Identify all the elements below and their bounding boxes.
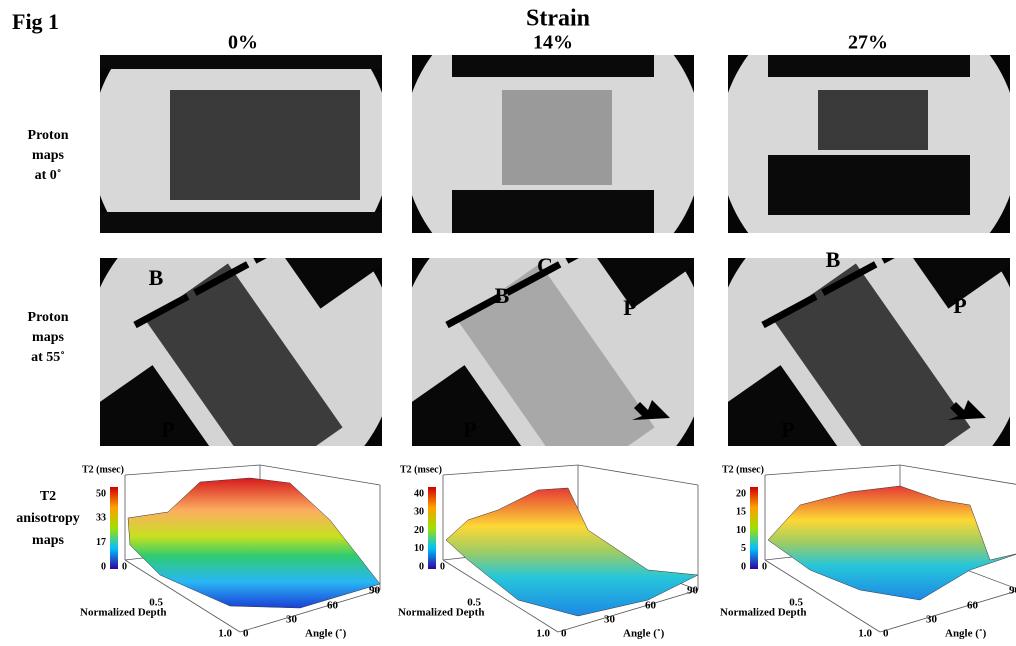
depth-tick: 0.5	[789, 597, 803, 609]
row-label: Proton	[28, 128, 69, 143]
row-label: maps	[32, 533, 64, 548]
angle-tick: 90	[687, 585, 699, 597]
plot-frame	[900, 465, 1016, 485]
panel-annotation: B	[495, 283, 510, 308]
panel-annotation: P	[161, 417, 174, 442]
angle-tick: 0	[243, 628, 249, 640]
plot-frame	[443, 465, 578, 475]
colorbar-tick: 50	[96, 488, 106, 499]
panel-annotation: B	[149, 265, 164, 290]
angle-tick: 60	[645, 600, 657, 612]
colorbar-tick: 20	[736, 488, 746, 499]
panels: 0% 14% 27% Proton maps at 0˚ Proton maps at 55˚ T…	[16, 0, 1016, 646]
panel-annotation: P	[781, 417, 794, 442]
colorbar-tick: 5	[741, 543, 746, 554]
colorbar-tick: 30	[414, 507, 424, 518]
colorbar-tick: 17	[96, 537, 106, 548]
angle-tick: 90	[369, 585, 381, 597]
colorbar-tick: 33	[96, 513, 106, 524]
surface	[768, 486, 1016, 600]
colorbar-tick: 20	[414, 525, 424, 536]
tissue	[170, 90, 360, 200]
depth-tick: 1.0	[218, 628, 232, 640]
colorbar	[110, 487, 118, 569]
row-label: maps	[32, 148, 64, 163]
angle-tick: 60	[967, 600, 979, 612]
depth-tick: 1.0	[858, 628, 872, 640]
z-axis-label: T2 (msec)	[722, 464, 764, 475]
surface	[128, 478, 380, 608]
angle-tick: 0	[883, 628, 889, 640]
panel-annotation: P	[953, 293, 966, 318]
figure-label: Fig 1	[12, 9, 59, 34]
column-header: 27%	[848, 32, 888, 54]
z-tick: 0	[440, 561, 445, 572]
tissue	[818, 90, 928, 150]
colorbar	[428, 487, 436, 569]
angle-tick: 0	[561, 628, 567, 640]
z-tick: 0	[122, 561, 127, 572]
depth-tick: 0.5	[467, 597, 481, 609]
angle-label: Angle (˚)	[305, 628, 347, 640]
row-label: at 0˚	[35, 168, 62, 183]
tissue	[502, 90, 612, 185]
plug-top	[768, 55, 970, 77]
colorbar-tick: 0	[741, 561, 746, 572]
page: Fig 1 Strain 0% 14% 27% Proton maps at 0˚ Prot…	[0, 0, 1016, 646]
plug-top	[100, 55, 382, 69]
plot-frame	[578, 465, 698, 485]
colorbar-tick: 10	[736, 525, 746, 536]
row-label: Proton	[28, 310, 69, 325]
angle-label: Angle (˚)	[623, 628, 665, 640]
plug-top	[452, 55, 654, 77]
row-label: maps	[32, 330, 64, 345]
depth-tick: 1.0	[536, 628, 550, 640]
colorbar-tick: 15	[736, 507, 746, 518]
plot-frame	[765, 465, 900, 475]
z-axis-label: T2 (msec)	[400, 464, 442, 475]
panel-annotation: P	[463, 417, 476, 442]
surface	[446, 488, 698, 616]
colorbar-tick: 0	[419, 561, 424, 572]
angle-tick: 30	[604, 614, 616, 626]
row-label: anisotropy	[16, 511, 80, 526]
plug-bottom	[768, 155, 970, 215]
figure: Fig 1 Strain 0% 14% 27% Proton maps at 0˚ Prot…	[0, 0, 1016, 646]
row-label: T2	[40, 489, 56, 504]
angle-tick: 30	[926, 614, 938, 626]
column-header: 0%	[228, 32, 258, 54]
depth-tick: 0.5	[149, 597, 163, 609]
plug-bottom	[452, 190, 654, 250]
colorbar-tick: 0	[101, 561, 106, 572]
column-header: 14%	[533, 32, 573, 54]
z-tick: 0	[762, 561, 767, 572]
colorbar-tick: 40	[414, 488, 424, 499]
colorbar-tick: 10	[414, 543, 424, 554]
row-label: at 55˚	[31, 350, 65, 365]
angle-tick: 90	[1009, 585, 1016, 597]
panel-annotation: B	[826, 247, 841, 272]
plot-frame	[125, 465, 260, 475]
angle-label: Angle (˚)	[945, 628, 987, 640]
panel-annotation: P	[623, 295, 636, 320]
angle-tick: 60	[327, 600, 339, 612]
angle-tick: 30	[286, 614, 298, 626]
panel-annotation: C	[537, 253, 553, 278]
strain-title: Strain	[526, 6, 590, 32]
z-axis-label: T2 (msec)	[82, 464, 124, 475]
colorbar	[750, 487, 758, 569]
